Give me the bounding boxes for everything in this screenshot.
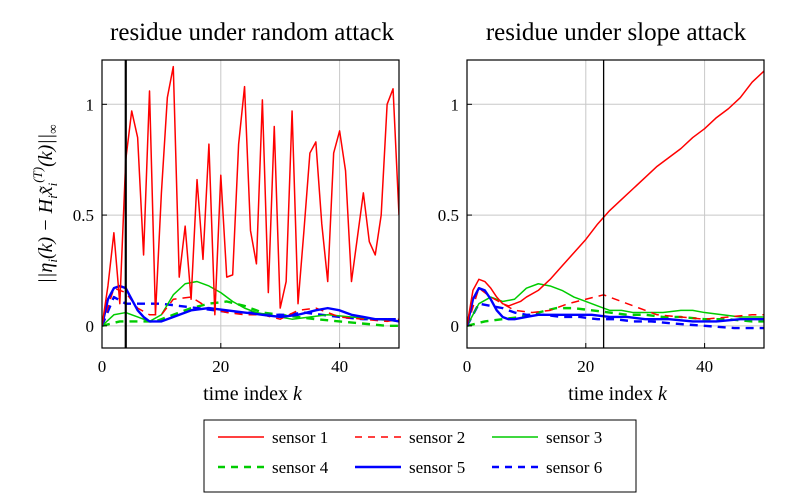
left-series-layer xyxy=(102,65,399,328)
right-series-sensor-5 xyxy=(467,286,764,327)
right-plot-frame xyxy=(466,59,765,349)
right-series-sensor-6 xyxy=(467,302,764,330)
legend-label-sensor-4: sensor 4 xyxy=(272,458,329,477)
right-x-axis-label: time index k xyxy=(568,383,668,405)
right-series-sensor-4 xyxy=(467,306,764,328)
right-series-sensor-3 xyxy=(467,283,764,327)
right-y-tick-label: 0 xyxy=(451,317,460,336)
y-axis-label: ||ηi(k) − Hix̃i(T)(k)||∞ xyxy=(30,124,60,283)
right-series-sensor-2 xyxy=(467,287,764,327)
left-x-tick-label: 0 xyxy=(98,357,107,376)
right-chart-panel: 0 20 40 0 0.5 1 time index k xyxy=(438,59,765,405)
right-y-tick-label: 1 xyxy=(451,95,460,114)
legend-label-sensor-6: sensor 6 xyxy=(546,458,602,477)
right-series-layer xyxy=(467,70,764,330)
left-plot-frame xyxy=(101,59,400,349)
legend: sensor 1 sensor 2 sensor 3 sensor 4 sensor 5… xyxy=(203,419,637,493)
right-x-tick-label: 20 xyxy=(577,357,594,376)
svg-text:||ηi(k) − Hix̃i(T)(k)||∞: ||ηi(k) − Hix̃i(T)(k)||∞ xyxy=(30,124,60,283)
left-y-tick-label: 0 xyxy=(86,317,95,336)
right-x-tick-label: 0 xyxy=(463,357,472,376)
left-x-tick-label: 40 xyxy=(331,357,348,376)
left-x-tick-label: 20 xyxy=(212,357,229,376)
right-y-tick-label: 0.5 xyxy=(438,206,459,225)
left-x-axis-label: time index k xyxy=(203,383,303,405)
left-y-tick-label: 1 xyxy=(86,95,95,114)
right-series-sensor-1 xyxy=(467,70,764,326)
left-series-sensor-6 xyxy=(102,295,399,327)
left-series-sensor-3 xyxy=(102,280,399,327)
left-series-sensor-1 xyxy=(102,65,399,326)
left-grid xyxy=(101,60,399,348)
legend-label-sensor-2: sensor 2 xyxy=(409,428,465,447)
right-chart-title: residue under slope attack xyxy=(486,19,747,46)
right-tick-labels: 0 20 40 0 0.5 1 xyxy=(438,95,713,376)
left-series-sensor-5 xyxy=(102,284,399,327)
legend-label-sensor-1: sensor 1 xyxy=(272,428,328,447)
left-y-tick-label: 0.5 xyxy=(73,206,94,225)
left-chart-panel: 0 20 40 0 0.5 1 time index k xyxy=(73,59,400,405)
legend-box xyxy=(203,419,637,493)
left-tick-labels: 0 20 40 0 0.5 1 xyxy=(73,95,348,376)
left-chart-title: residue under random attack xyxy=(110,19,394,46)
legend-label-sensor-5: sensor 5 xyxy=(409,458,465,477)
right-x-tick-label: 40 xyxy=(696,357,713,376)
legend-label-sensor-3: sensor 3 xyxy=(546,428,602,447)
